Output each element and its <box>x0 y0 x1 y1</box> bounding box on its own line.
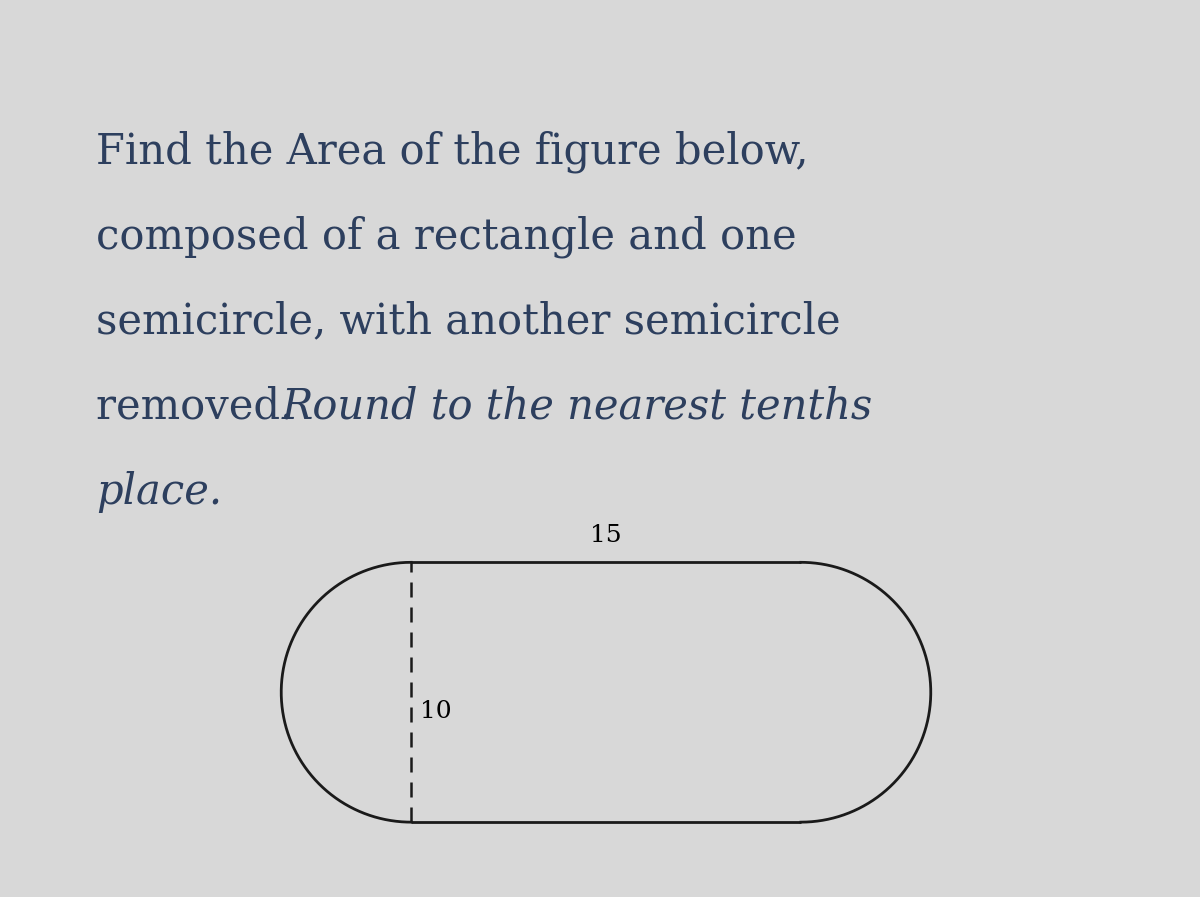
Text: 10: 10 <box>420 700 452 723</box>
Text: removed.: removed. <box>96 386 306 428</box>
Text: composed of a rectangle and one: composed of a rectangle and one <box>96 215 797 257</box>
Text: Round to the nearest tenths: Round to the nearest tenths <box>282 386 874 428</box>
Text: Find the Area of the figure below,: Find the Area of the figure below, <box>96 130 809 172</box>
Text: 15: 15 <box>590 524 622 547</box>
Text: semicircle, with another semicircle: semicircle, with another semicircle <box>96 300 841 343</box>
Text: place.: place. <box>96 471 222 513</box>
